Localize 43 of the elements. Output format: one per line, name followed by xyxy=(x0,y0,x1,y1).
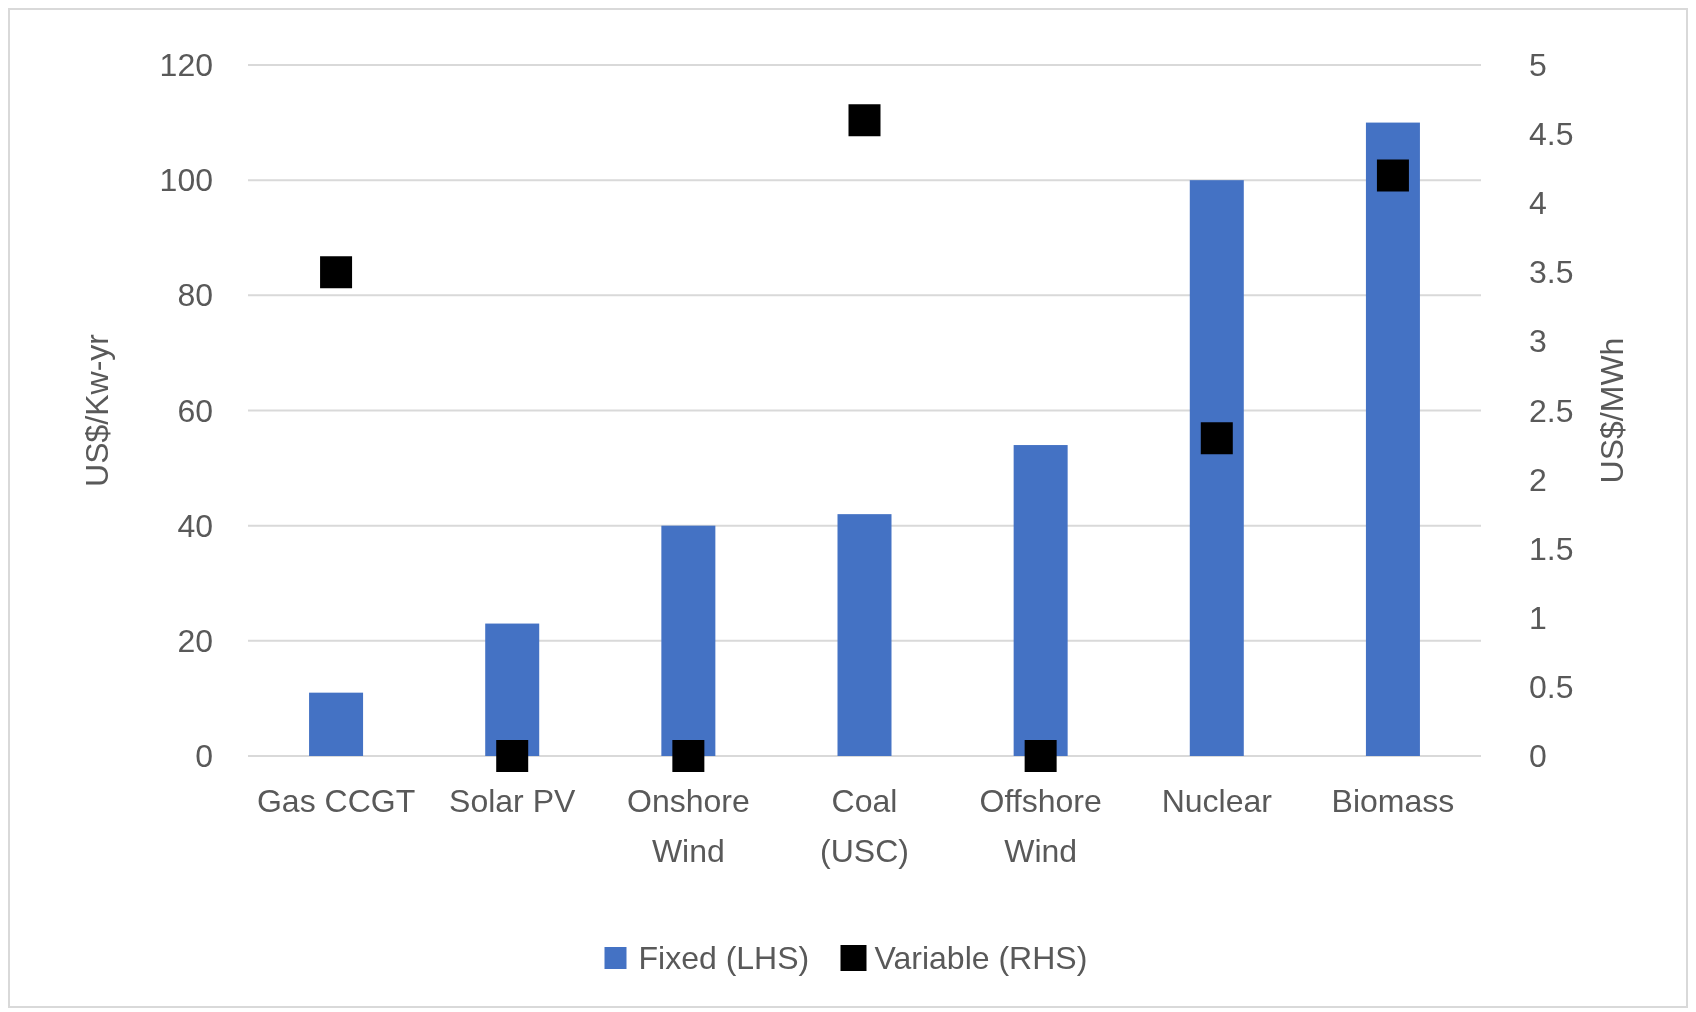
y2-tick-label: 0 xyxy=(1529,738,1547,774)
bar xyxy=(1365,122,1420,756)
point xyxy=(1376,159,1409,192)
bar xyxy=(309,692,364,756)
y2-tick-label: 4.5 xyxy=(1529,116,1574,153)
bar xyxy=(1189,180,1244,756)
legend-label: Variable (RHS) xyxy=(874,940,1088,976)
bar xyxy=(485,623,540,756)
x-tick-label: Gas CCGT xyxy=(256,783,416,819)
point xyxy=(1024,740,1057,772)
y2-axis-title: US$/MWh xyxy=(1594,337,1630,484)
y2-tick-label: 3 xyxy=(1529,323,1547,360)
x-tick-label: Solar PV xyxy=(449,783,577,819)
x-tick-label: Onshore Wind xyxy=(626,783,750,869)
y-tick-label: 60 xyxy=(177,392,213,429)
y2-tick-label: 1 xyxy=(1529,599,1547,636)
y2-tick-label: 1.5 xyxy=(1529,530,1574,567)
y2-tick-label: 0.5 xyxy=(1529,668,1574,705)
y-tick-label: 80 xyxy=(177,277,213,314)
point xyxy=(1200,422,1233,455)
y2-tick-label: 5 xyxy=(1529,47,1547,83)
y-tick-label: 40 xyxy=(177,507,213,544)
y2-tick-label: 2.5 xyxy=(1529,392,1574,429)
point xyxy=(848,104,881,137)
x-tick-label: Nuclear xyxy=(1161,783,1273,819)
y2-tick-label: 2 xyxy=(1529,461,1547,498)
bar xyxy=(1013,445,1068,756)
point xyxy=(672,740,705,772)
bar xyxy=(837,514,892,756)
y-tick-label: 20 xyxy=(177,622,213,659)
y-tick-label: 100 xyxy=(159,162,213,199)
y-axis-title: US$/Kw-yr xyxy=(79,333,115,487)
x-tick-label: Offshore Wind xyxy=(979,783,1102,869)
y-tick-label: 0 xyxy=(195,738,213,774)
point xyxy=(496,740,529,772)
x-tick-label: Biomass xyxy=(1331,783,1455,819)
bar xyxy=(661,525,716,756)
legend-label: Fixed (LHS) xyxy=(638,940,810,976)
x-tick-label: Coal (USC) xyxy=(820,783,909,869)
y-tick-label: 120 xyxy=(159,47,213,83)
y2-tick-label: 3.5 xyxy=(1529,254,1574,291)
point xyxy=(320,256,353,289)
y2-tick-label: 4 xyxy=(1529,185,1547,222)
